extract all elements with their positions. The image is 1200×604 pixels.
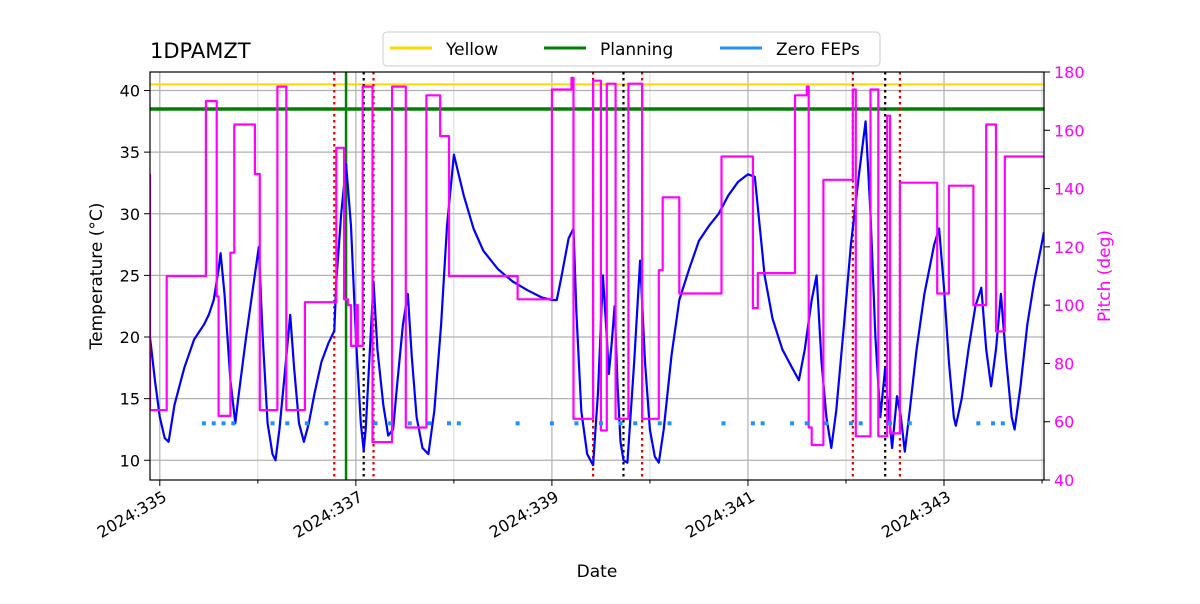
- zero-feps-marker: [285, 421, 290, 426]
- zero-feps-marker: [304, 421, 309, 426]
- y-axis-label: Temperature (°C): [87, 203, 107, 351]
- threshold-lines: [150, 83, 1044, 111]
- zero-feps-marker: [221, 421, 226, 426]
- zero-feps-marker: [633, 421, 638, 426]
- legend-box: [382, 31, 881, 67]
- zero-feps-marker: [446, 421, 451, 426]
- y2-tick-label: 140: [1054, 180, 1085, 199]
- zero-feps-marker: [618, 421, 623, 426]
- zero-feps-marker: [888, 421, 893, 426]
- zero-feps-marker: [515, 421, 520, 426]
- x-tick-label: 2024:341: [682, 487, 758, 542]
- y2-tick-label: 120: [1054, 238, 1085, 257]
- y2-tick-label: 160: [1054, 121, 1085, 140]
- plot-frame: [149, 71, 1045, 481]
- zero-feps-marker: [231, 421, 236, 426]
- y-tick-label: 40: [120, 81, 140, 100]
- y2-tick-label: 100: [1054, 296, 1085, 315]
- grid: [150, 72, 1044, 480]
- series: [150, 76, 1044, 467]
- zero-feps-marker: [373, 421, 378, 426]
- y2-tick-label: 80: [1054, 354, 1074, 373]
- axes: 2024:335 2024:337 2024:339 2024:341 2024:343…: [94, 63, 1085, 542]
- zero-feps-marker: [201, 421, 206, 426]
- y2-tick-label: 180: [1054, 63, 1085, 82]
- legend: Yellow Planning Zero FEPs: [382, 31, 881, 67]
- zero-feps-marker: [667, 421, 672, 426]
- zero-feps-marker: [760, 421, 765, 426]
- legend-zero-feps-label: Zero FEPs: [776, 40, 860, 60]
- y2-axis-label: Pitch (deg): [1095, 230, 1115, 322]
- x-tick-label: 2024:339: [486, 487, 562, 542]
- y-tick-label: 15: [120, 390, 140, 409]
- x-axis-label: Date: [577, 562, 618, 582]
- zero-feps-marker: [824, 421, 829, 426]
- legend-yellow-label: Yellow: [445, 40, 498, 60]
- y2-tick-label: 40: [1054, 471, 1074, 490]
- zero-feps-marker: [858, 421, 863, 426]
- x-tick-label: 2024:343: [878, 487, 954, 542]
- chart-title: 1DPAMZT: [150, 39, 251, 63]
- legend-planning-label: Planning: [600, 40, 673, 60]
- zero-feps-marker: [657, 421, 662, 426]
- zero-feps-marker: [427, 421, 432, 426]
- x-tick-label: 2024:335: [94, 487, 170, 542]
- zero-feps-markers: [201, 421, 1005, 426]
- zero-feps-marker: [574, 421, 579, 426]
- y-tick-label: 35: [120, 143, 140, 162]
- zero-feps-marker: [848, 421, 853, 426]
- temperature-line: [150, 120, 1044, 467]
- zero-feps-marker: [1000, 421, 1005, 426]
- y-tick-label: 10: [120, 451, 140, 470]
- zero-feps-marker: [804, 421, 809, 426]
- zero-feps-marker: [790, 421, 795, 426]
- zero-feps-marker: [991, 421, 996, 426]
- x-tick-label: 2024:337: [290, 487, 366, 542]
- zero-feps-marker: [270, 421, 275, 426]
- zero-feps-marker: [407, 421, 412, 426]
- zero-feps-marker: [549, 421, 554, 426]
- zero-feps-marker: [907, 421, 912, 426]
- y-tick-label: 30: [120, 205, 140, 224]
- zero-feps-marker: [721, 421, 726, 426]
- zero-feps-marker: [750, 421, 755, 426]
- zero-feps-marker: [456, 421, 461, 426]
- y2-tick-label: 60: [1054, 413, 1074, 432]
- y-tick-label: 25: [120, 266, 140, 285]
- zero-feps-marker: [388, 421, 393, 426]
- y-tick-label: 20: [120, 328, 140, 347]
- pitch-line: [150, 76, 1044, 447]
- zero-feps-marker: [324, 421, 329, 426]
- zero-feps-marker: [976, 421, 981, 426]
- zero-feps-marker: [598, 421, 603, 426]
- zero-feps-marker: [211, 421, 216, 426]
